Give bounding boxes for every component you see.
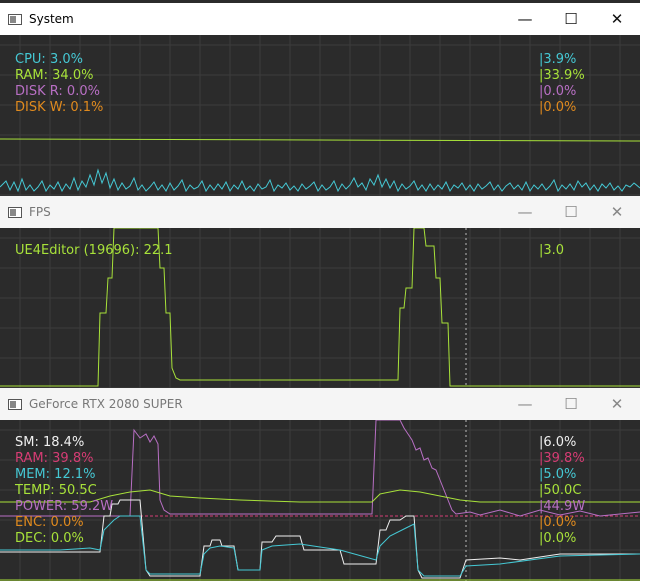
metric-max: |0.0% [539,100,577,115]
metric-max: |50.0C [539,483,582,498]
grid-lines [0,420,640,581]
metric-label: RAM: 34.0% [15,68,93,84]
maximize-button[interactable]: ☐ [564,10,578,28]
metric-label: ENC: 0.0% [15,515,84,531]
metric-label: DISK R: 0.0% [15,84,100,100]
metric-label: UE4Editor (19696): 22.1 [15,243,173,259]
metric-name: UE4Editor (19696): [15,243,140,258]
minimize-button[interactable]: — [517,10,533,28]
gpu-graph: SM: 18.4% |6.0% RAM: 39.8% |39.8% MEM: 12.1%… [0,420,640,581]
system-graph-svg [0,35,640,196]
system-window: System — ☐ ✕ CPU: 3.0% |3.9% RAM: 34.0% |33… [0,3,640,196]
close-button[interactable]: ✕ [610,203,624,221]
metric-value: 39.8% [52,451,94,466]
metric-value: 34.0% [52,68,94,83]
metric-value: 22.1 [143,243,173,258]
close-button[interactable]: ✕ [610,10,624,28]
metric-max: |3.0 [539,243,565,258]
metric-label: POWER: 59.2W [15,499,113,515]
fps-series-line [0,228,640,387]
system-titlebar[interactable]: System — ☐ ✕ [0,3,640,35]
grid-lines [0,35,640,196]
metric-name: DISK R: [15,84,63,99]
metric-name: DISK W: [15,100,67,115]
metric-max: |39.8% [539,451,585,466]
gpu-graph-svg [0,420,640,581]
metric-name: CPU: [15,52,46,67]
metric-value: 18.4% [43,435,85,450]
metric-name: POWER: [15,499,68,514]
metric-value: 12.1% [54,467,96,482]
metric-value: 0.0% [50,531,84,546]
sm-series-line [0,499,640,579]
metric-name: ENC: [15,515,47,530]
metric-label: RAM: 39.8% [15,451,93,467]
app-icon [8,206,22,218]
grid-lines [0,228,640,388]
metric-label: MEM: 12.1% [15,467,95,483]
metric-max: |5.0% [539,467,577,482]
metric-name: MEM: [15,467,51,482]
fps-graph: UE4Editor (19696): 22.1 |3.0 [0,228,640,388]
gpu-window: GeForce RTX 2080 SUPER — ☐ ✕ SM: 18.4% |6… [0,388,640,581]
metric-label: DEC: 0.0% [15,531,84,547]
minimize-button[interactable]: — [517,395,533,413]
fps-titlebar[interactable]: FPS — ☐ ✕ [0,196,640,228]
system-graph: CPU: 3.0% |3.9% RAM: 34.0% |33.9% DISK R: 0.… [0,35,640,196]
metric-max: |3.9% [539,52,577,67]
metric-value: 0.1% [70,100,104,115]
metric-max: |0.0% [539,515,577,530]
temp-series-line [0,489,640,503]
window-title: FPS [29,205,51,219]
metric-value: 3.0% [49,52,83,67]
right-edge [640,0,647,581]
metric-value: 0.0% [50,515,84,530]
close-button[interactable]: ✕ [610,395,624,413]
metric-value: 0.0% [66,84,100,99]
power-series-line [0,420,640,517]
metric-name: SM: [15,435,39,450]
maximize-button[interactable]: ☐ [564,395,578,413]
metric-label: TEMP: 50.5C [15,483,97,499]
metric-label: DISK W: 0.1% [15,100,103,116]
metric-label: SM: 18.4% [15,435,84,451]
metric-max: |6.0% [539,435,577,450]
metric-max: |33.9% [539,68,585,83]
metric-max: |0.0% [539,531,577,546]
metric-value: 59.2W [71,499,114,514]
metric-max: |0.0% [539,84,577,99]
minimize-button[interactable]: — [517,203,533,221]
maximize-button[interactable]: ☐ [564,203,578,221]
metric-name: RAM: [15,68,48,83]
metric-name: RAM: [15,451,48,466]
window-title: GeForce RTX 2080 SUPER [29,397,183,411]
cpu-series-line [0,168,640,193]
window-title: System [29,12,74,26]
metric-value: 50.5C [58,483,97,498]
metric-max: |44.9W [539,499,586,514]
ram-series-line [0,138,640,142]
fps-window: FPS — ☐ ✕ UE4Editor (19696): 22.1 |3.0 [0,196,640,388]
gpu-titlebar[interactable]: GeForce RTX 2080 SUPER — ☐ ✕ [0,388,640,420]
app-icon [8,398,22,410]
metric-name: TEMP: [15,483,55,498]
app-icon [8,13,22,25]
mem-series-line [0,515,640,577]
metric-label: CPU: 3.0% [15,52,83,68]
fps-graph-svg [0,228,640,388]
metric-name: DEC: [15,531,47,546]
